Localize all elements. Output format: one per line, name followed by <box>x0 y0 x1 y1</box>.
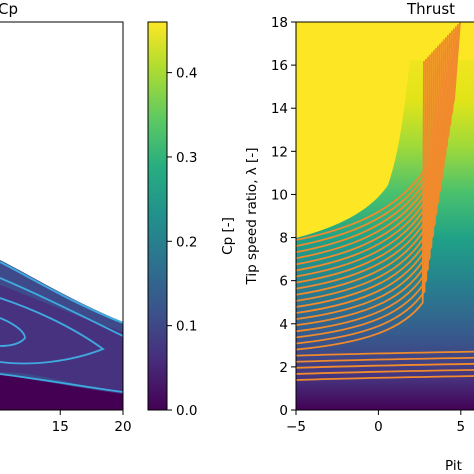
cp-map-inner-band <box>0 285 123 395</box>
thrust-contour-line <box>296 22 461 241</box>
cp-contour-2 <box>0 277 123 337</box>
cp-title: Cp <box>0 0 18 18</box>
thrust-y-tick-label: 14 <box>271 101 288 117</box>
thrust-contour-line <box>296 26 457 254</box>
colorbar-tick-label: 0.1 <box>176 319 197 335</box>
thrust-y-tick-label: 8 <box>279 231 288 247</box>
thrust-y-tick-label: 0 <box>279 403 288 419</box>
cp-contour-5 <box>0 373 123 393</box>
thrust-x-tick-label: −5 <box>286 419 306 435</box>
thrust-x-tick-label: 0 <box>374 419 383 435</box>
thrust-contour-line <box>296 28 455 260</box>
thrust-contour-line <box>296 35 449 278</box>
thrust-x-axis-label: Pit <box>445 458 462 474</box>
thrust-contour-line <box>296 43 441 302</box>
thrust-contour-line <box>296 30 453 266</box>
thrust-y-tick-label: 12 <box>271 144 288 160</box>
thrust-y-tick-label: 10 <box>271 187 288 203</box>
thrust-contour-line <box>296 39 445 290</box>
thrust-contour-line <box>296 48 437 314</box>
thrust-y-tick-label: 18 <box>271 15 288 31</box>
cp-contour-4 <box>0 317 26 347</box>
thrust-y-tick-label: 4 <box>279 317 288 333</box>
cp-colorbar: 0.0 0.1 0.2 0.3 0.4 Cp [-] <box>147 21 236 419</box>
cp-contour-3 <box>0 297 105 365</box>
cp-plot-frame <box>0 21 124 411</box>
thrust-contour-line <box>296 50 435 321</box>
thrust-y-tick-label: 2 <box>279 360 288 376</box>
cp-x-tick-label: 15 <box>52 419 69 435</box>
thrust-y-tick-label: 6 <box>279 274 288 290</box>
colorbar-tick-label: 0.0 <box>176 403 197 419</box>
thrust-y-axis-label: Tip speed ratio, λ [-] <box>244 148 260 286</box>
thrust-contour-line <box>296 356 474 363</box>
cp-contour-1 <box>0 261 123 324</box>
thrust-contour-line <box>296 54 431 333</box>
thrust-contour-line <box>296 37 447 284</box>
colorbar-tick-label: 0.4 <box>176 66 197 82</box>
colorbar-tick-label: 0.3 <box>176 150 197 166</box>
cp-x-tick-label: 20 <box>114 419 131 435</box>
thrust-contour-line <box>296 52 433 327</box>
thrust-contour-line <box>296 32 451 272</box>
thrust-contour-line <box>296 24 459 247</box>
thrust-contour-line <box>296 61 425 351</box>
thrust-contour-line <box>296 369 474 375</box>
thrust-contour-line <box>296 56 429 339</box>
thrust-contour-line <box>296 362 474 369</box>
thrust-title: Thrust <box>406 0 455 18</box>
thrust-contour-line <box>296 58 427 345</box>
thrust-x-tick-label: 5 <box>457 419 466 435</box>
cp-map-low-band <box>0 375 123 410</box>
thrust-contour-line <box>296 41 443 296</box>
colorbar-label: Cp [-] <box>220 217 236 255</box>
thrust-plot-frame <box>295 21 474 411</box>
thrust-y-tick-label: 16 <box>271 58 288 74</box>
colorbar-gradient <box>148 22 167 410</box>
colorbar-frame <box>147 21 168 411</box>
cp-heatmap-panel: Cp 15 20 <box>0 0 132 435</box>
colorbar-tick-label: 0.2 <box>176 234 197 250</box>
thrust-saturated-region <box>296 22 474 238</box>
thrust-contour-line <box>296 350 474 357</box>
thrust-contour-line <box>296 45 439 308</box>
thrust-contour-line <box>296 375 474 381</box>
